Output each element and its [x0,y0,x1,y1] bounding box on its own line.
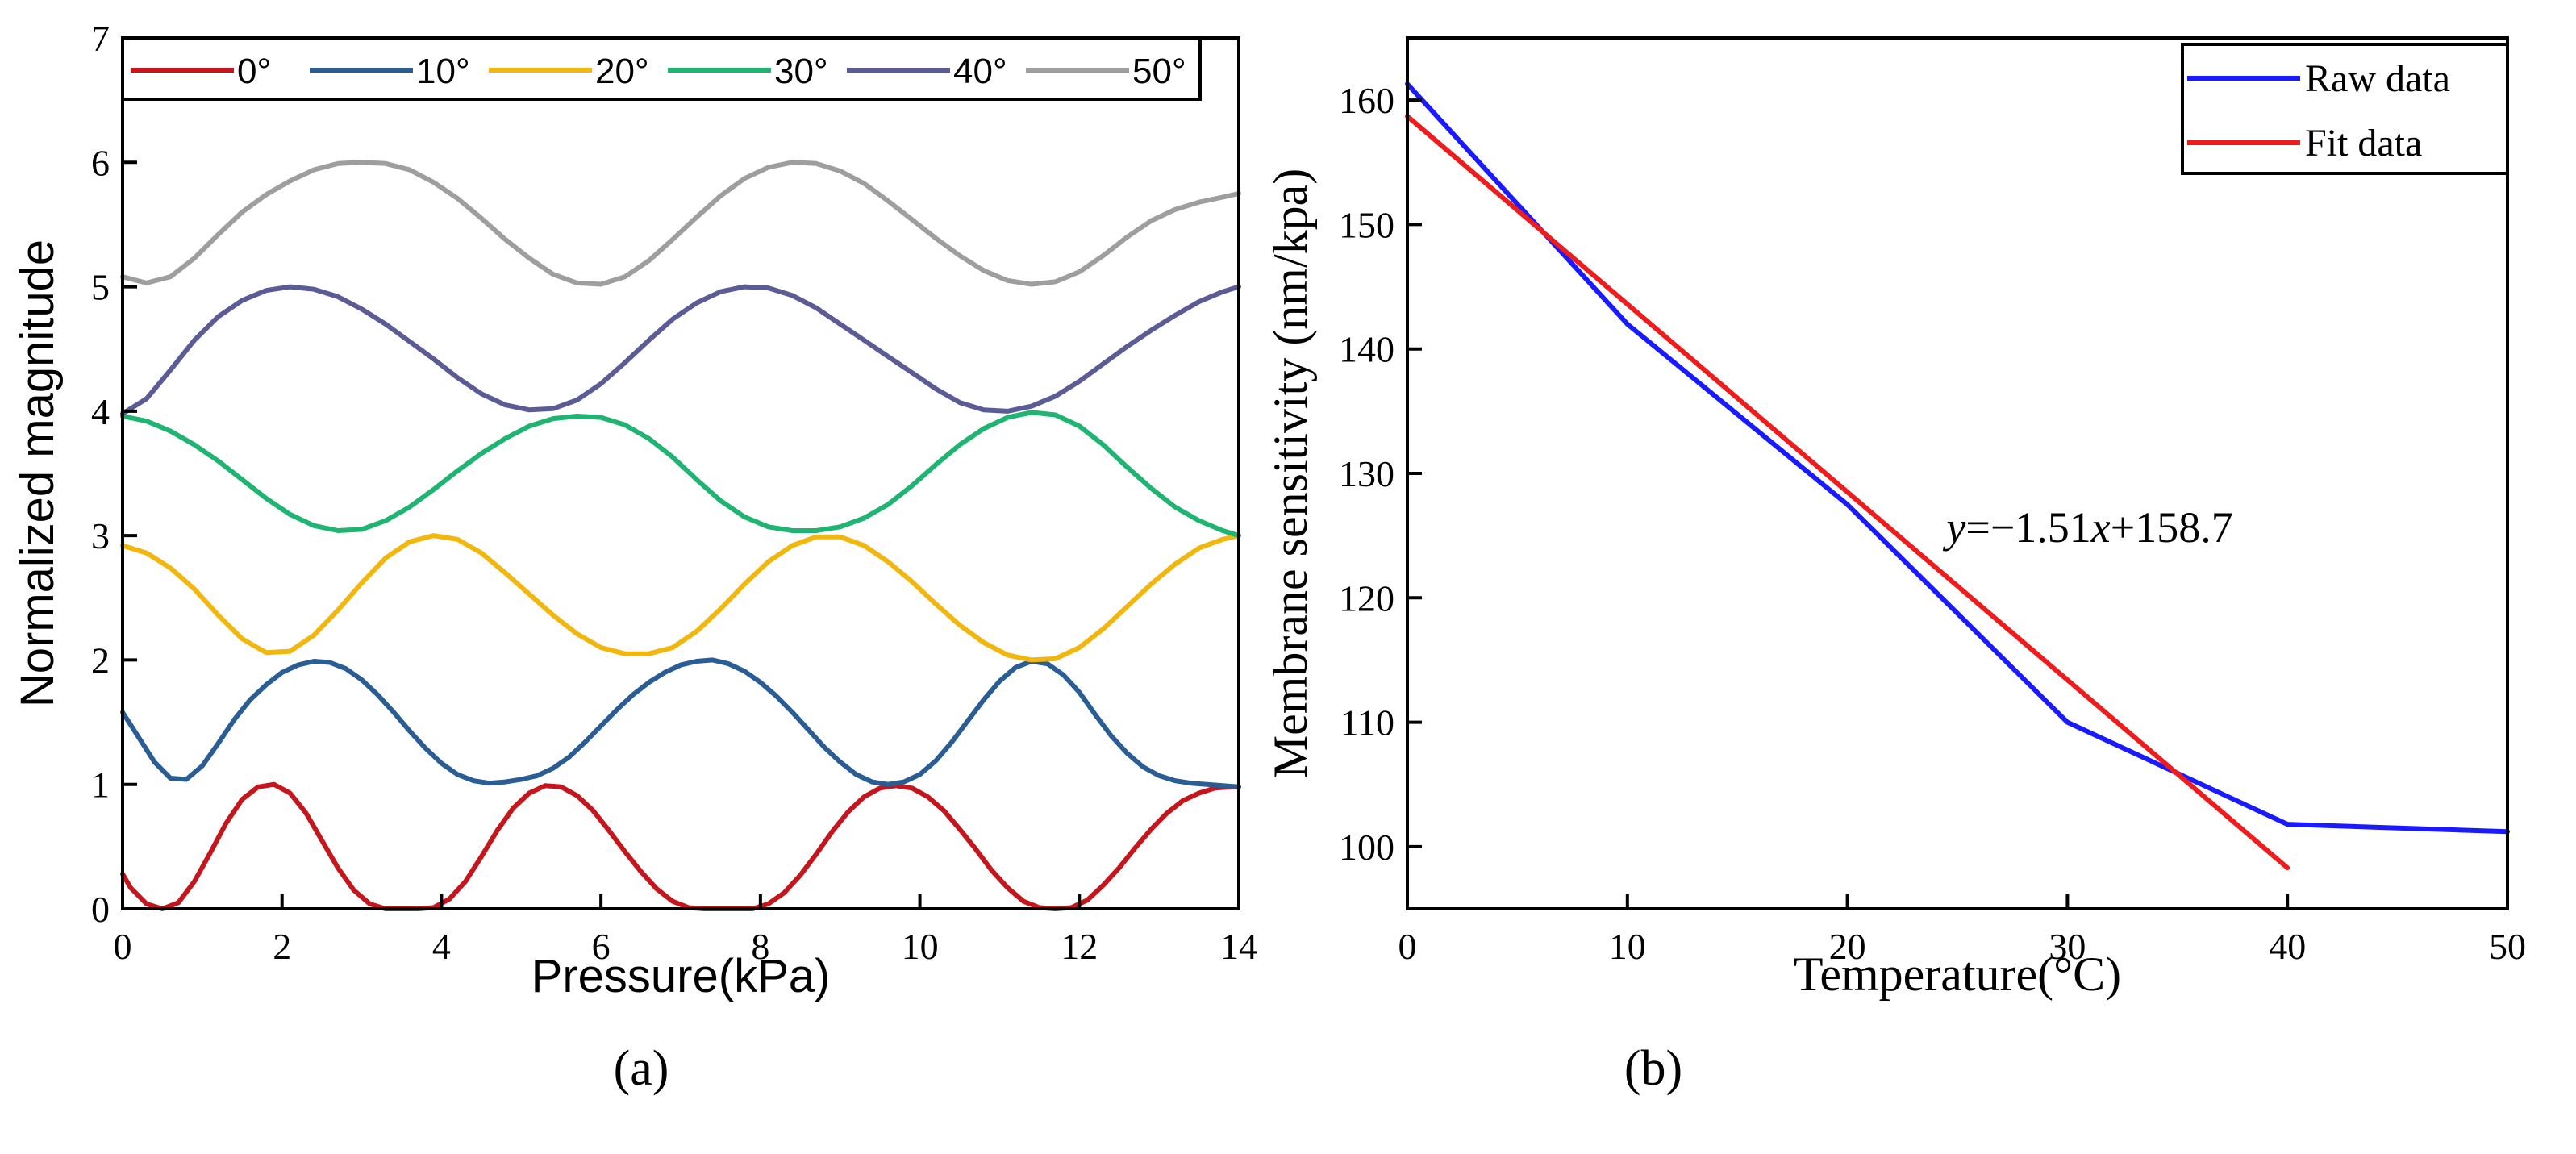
x-tick-label: 14 [1220,926,1257,967]
y-tick-label: 6 [91,142,110,183]
series-line-50deg [120,160,1241,287]
x-tick-label: 50 [2489,926,2526,967]
y-tick-label: 2 [91,639,110,681]
legend-label-20deg: 20° [595,52,649,91]
panel-b-chart: 0 10 20 30 40 50 100 110 120 130 140 150 160 Raw dat… [1264,36,2526,1096]
x-tick-label: 0 [1398,926,1417,967]
panel-b-label: (b) [1624,1041,1682,1096]
x-tick-label: 12 [1061,926,1098,967]
equation-intercept: +158.7 [2111,503,2233,552]
x-tick-label: 4 [432,926,451,967]
y-tick-label: 7 [91,18,110,59]
y-tick-label: 160 [1339,80,1394,121]
series-line-30deg [120,410,1241,539]
panel-a-legend: 0° 10° 20° 30° 40° 50° [121,36,1202,101]
y-tick-label: 150 [1339,204,1394,245]
y-tick-label: 120 [1339,577,1394,619]
series-line-20deg [120,533,1241,663]
x-tick-label: 8 [751,926,769,967]
equation-slope: =−1.51 [1965,503,2090,552]
panel-a-label: (a) [614,1041,669,1096]
x-tick-label: 6 [592,926,611,967]
series-line-0deg [120,781,1241,911]
legend-label-40deg: 40° [953,52,1007,91]
y-tick-label: 1 [91,764,110,806]
legend-label-raw-data: Raw data [2305,57,2450,100]
legend-label-50deg: 50° [1132,52,1186,91]
y-tick-label: 0 [91,889,110,930]
x-tick-label: 2 [273,926,291,967]
panel-b-ticks: 0 10 20 30 40 50 100 110 120 130 140 150 160 [1339,80,2526,967]
y-tick-label: 3 [91,515,110,556]
panel-a-y-axis-label: Normalized magnitude [11,240,64,707]
panel-b-legend-box [2181,43,2509,175]
x-tick-label: 20 [1829,926,1866,967]
panel-b-series-group [1405,81,2510,871]
y-tick-label: 4 [91,391,110,432]
panel-a-x-axis-label: Pressure(kPa) [531,950,831,1002]
legend-label-0deg: 0° [237,52,271,91]
panel-b-y-axis-label: Membrane sensitivity (nm/kpa) [1264,169,1317,779]
legend-label-fit-data: Fit data [2305,122,2422,165]
y-tick-label: 5 [91,267,110,308]
series-line-fit-data [1405,114,2290,871]
y-tick-label: 100 [1339,827,1394,868]
x-tick-label: 30 [2049,926,2086,967]
panel-a-plot-frame [121,36,1240,910]
equation-var-y: y [1942,503,1965,552]
y-tick-label: 110 [1340,702,1394,744]
series-line-40deg [120,284,1241,416]
x-tick-label: 10 [902,926,939,967]
series-line-raw-data [1405,81,2510,835]
panel-b-x-axis-label: Temperature(°C) [1794,948,2121,1001]
x-tick-label: 10 [1609,926,1646,967]
series-line-10deg [120,657,1241,789]
y-tick-label: 140 [1339,329,1394,370]
panel-b-fit-equation: y=−1.51x+158.7 [1942,503,2232,552]
panel-a-series-group [120,160,1241,911]
panel-b-legend: Raw data Fit data [2181,43,2509,175]
legend-label-30deg: 30° [774,52,828,91]
y-tick-label: 130 [1339,453,1394,494]
x-tick-label: 40 [2269,926,2306,967]
legend-label-10deg: 10° [416,52,470,91]
x-tick-label: 0 [114,926,132,967]
panel-a-legend-box [121,36,1202,101]
equation-var-x: x [2090,503,2111,552]
